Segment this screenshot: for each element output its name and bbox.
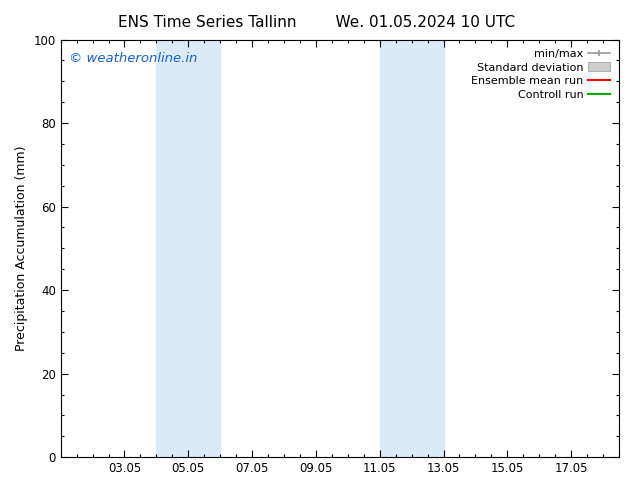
Bar (157, 40, 220, 457)
Bar (380, 40, 444, 457)
Y-axis label: Precipitation Accumulation (mm): Precipitation Accumulation (mm) (15, 146, 28, 351)
Text: ENS Time Series Tallinn        We. 01.05.2024 10 UTC: ENS Time Series Tallinn We. 01.05.2024 1… (119, 15, 515, 30)
Legend: min/max, Standard deviation, Ensemble mean run, Controll run: min/max, Standard deviation, Ensemble me… (468, 45, 614, 103)
Text: © weatheronline.in: © weatheronline.in (69, 52, 197, 65)
